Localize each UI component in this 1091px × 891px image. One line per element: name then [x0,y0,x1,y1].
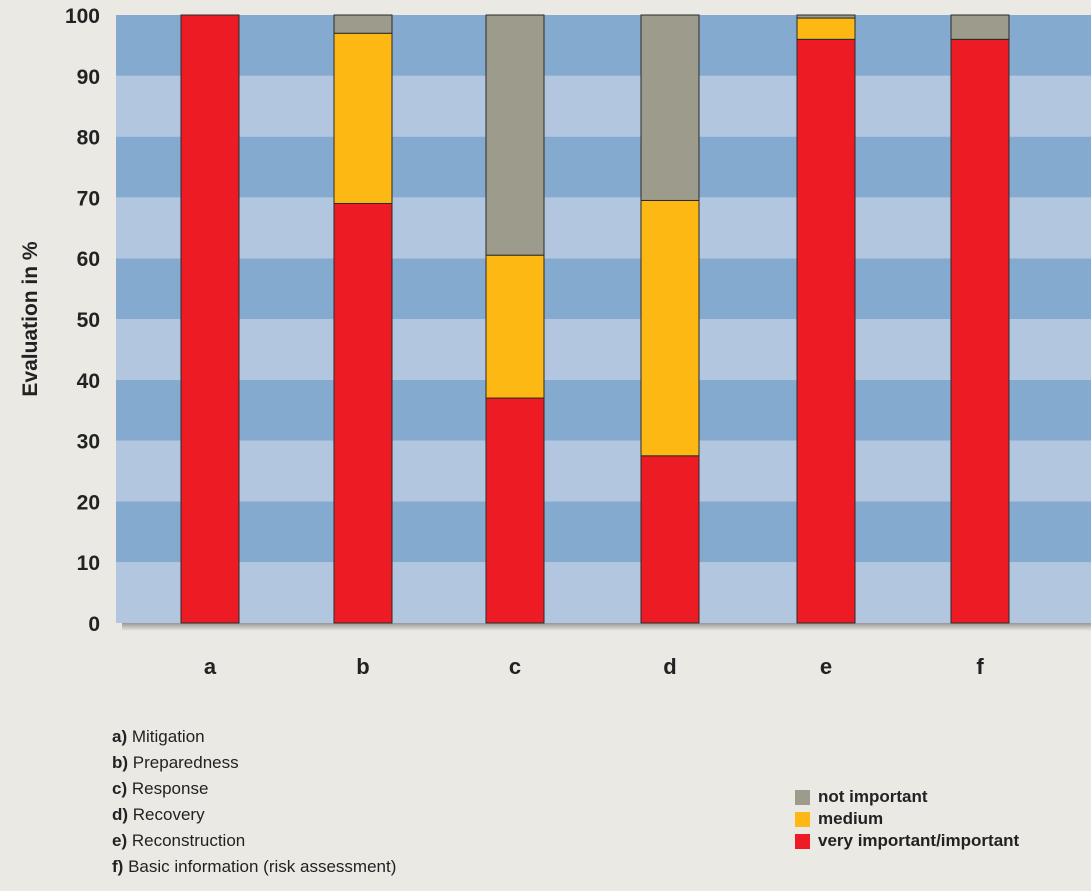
category-note: e) Reconstruction [112,828,396,854]
y-tick-label: 10 [77,552,100,575]
y-tick-label: 90 [77,66,100,89]
bar-segment-very-important [640,455,700,624]
bar-segment-not-important [485,14,545,256]
bar-segment-not-important [333,14,393,34]
category-note-key: f) [112,857,124,876]
legend-item-not-important: not important [795,786,1019,808]
background-band [116,440,1091,502]
category-note: f) Basic information (risk assessment) [112,854,396,880]
bar-segment-medium [333,32,393,204]
bar-segment-very-important [333,202,393,624]
background-band [116,379,1091,441]
legend: not important medium very important/impo… [795,786,1019,852]
bar-segment-medium [640,199,700,457]
x-tick-label: c [509,654,521,679]
chart-canvas: 0 10 20 30 40 50 60 70 80 90 100 Evaluation in % a b c… [19,5,1091,679]
legend-label: very important/important [818,831,1020,850]
category-note-text: Response [131,779,209,798]
x-tick-label: a [204,654,217,679]
category-note-text: Basic information (risk assessment) [128,857,397,876]
background-band [116,136,1091,198]
background-band [116,501,1091,563]
bar-segment-medium [796,17,856,40]
category-note-key: c) [112,779,128,798]
background-band [116,319,1091,380]
y-tick-label: 0 [88,613,100,636]
background-band [116,15,1091,76]
category-note-text: Reconstruction [131,831,246,850]
category-note: d) Recovery [112,802,396,828]
legend-item-medium: medium [795,808,1019,830]
category-note-key: e) [112,831,128,850]
category-note-text: Recovery [132,805,205,824]
category-note-key: b) [112,753,129,772]
category-note: c) Response [112,776,396,802]
legend-swatch [795,789,810,805]
background-band [116,75,1091,137]
bar-segment-very-important [180,14,240,624]
legend-item-very-important: very important/important [795,830,1019,852]
x-tick-label: f [976,654,984,679]
x-tick-label: d [663,654,676,679]
y-tick-label: 80 [77,127,100,150]
y-tick-label: 70 [77,187,100,210]
bar-segment-not-important [950,14,1010,40]
category-note: a) Mitigation [112,724,396,750]
legend-label: not important [818,787,928,806]
stacked-bar-chart: 0 10 20 30 40 50 60 70 80 90 100 Evaluation in % a b c… [19,5,1091,679]
bar-segment-very-important [950,38,1010,624]
y-tick-label: 30 [77,431,100,454]
x-tick-label: b [356,654,369,679]
bar-segment-very-important [485,397,545,624]
bar-segment-not-important [640,14,700,201]
plot-shadow [122,623,1091,631]
y-tick-label: 20 [77,491,100,514]
background-band [116,258,1091,319]
category-note-text: Preparedness [132,753,239,772]
category-note-text: Mitigation [131,727,205,746]
legend-swatch [795,833,810,849]
y-tick-label: 50 [77,309,100,332]
bar-segment-medium [485,254,545,399]
bar-segment-very-important [796,38,856,624]
bar-segment-not-important [796,14,856,19]
background-band [116,562,1091,623]
category-note-key: d) [112,805,129,824]
y-tick-label: 40 [77,370,100,393]
background-band [116,197,1091,259]
legend-label: medium [818,809,884,828]
y-tick-label: 60 [77,248,100,271]
y-tick-label: 100 [65,5,100,28]
category-note-key: a) [112,727,128,746]
legend-swatch [795,811,810,827]
category-notes: a) Mitigation b) Preparedness c) Respons… [112,724,396,880]
y-axis-label: Evaluation in % [19,241,42,397]
x-tick-label: e [820,654,832,679]
category-note: b) Preparedness [112,750,396,776]
